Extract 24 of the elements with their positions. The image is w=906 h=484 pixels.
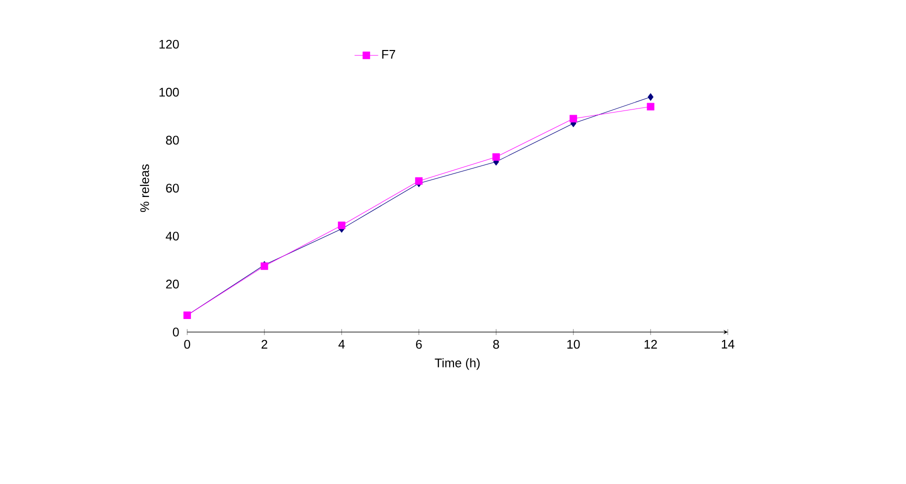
x-tick-label: 14 [722,340,734,348]
y-tick-label: 120 [160,40,179,49]
y-tick-label: 40 [166,232,179,240]
y-tick-label: 20 [166,280,179,288]
x-axis-title: Time (h) [434,358,480,370]
point [646,102,654,110]
y-tick-label: 0 [172,328,179,336]
point [492,153,500,161]
x-tick-label: 6 [416,340,422,349]
y-tick-label: 100 [160,88,179,97]
y-axis-title: % releas [140,164,150,212]
point [338,221,346,229]
y-tick-label: 80 [166,136,179,144]
point [648,93,654,101]
x-tick-label: 0 [184,340,190,349]
point [570,114,578,122]
x-tick-label: 10 [567,340,580,349]
point [415,177,423,185]
y-tick-label: 60 [166,184,179,192]
x-tick-label: 2 [262,340,268,348]
x-tick-label: 4 [338,340,345,348]
legend-label: F7 [382,50,396,58]
x-tick-label: 12 [644,340,657,348]
x-tick-label: 8 [493,340,500,349]
